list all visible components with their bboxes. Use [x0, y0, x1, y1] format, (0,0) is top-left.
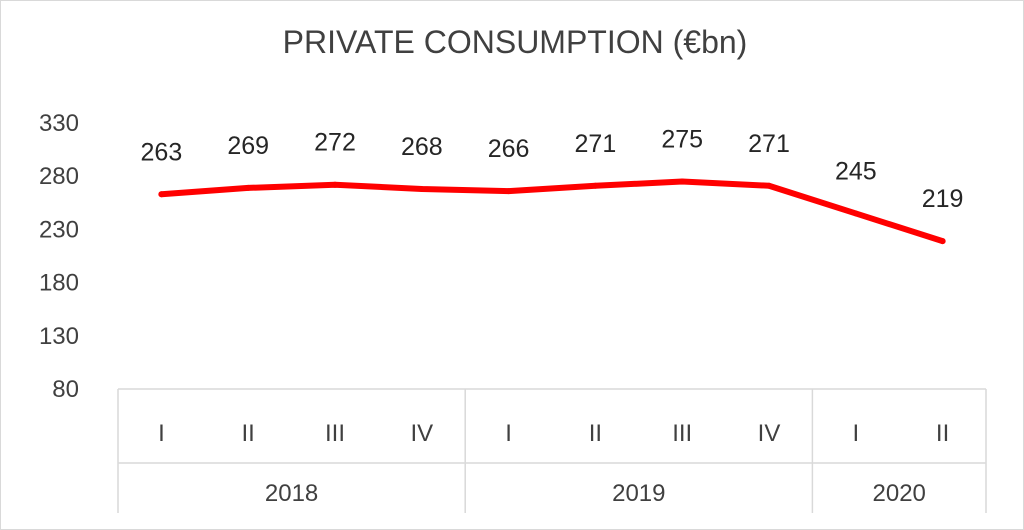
data-label: 263 [141, 138, 183, 166]
category-labels: I II III IV I II III IV I II [158, 420, 949, 447]
data-label: 271 [748, 130, 790, 158]
group-label: 2019 [612, 480, 665, 507]
y-tick-label: 80 [52, 376, 79, 403]
data-point [505, 188, 512, 195]
data-point [592, 182, 599, 189]
data-label: 268 [401, 133, 443, 161]
category-label: IV [758, 420, 781, 447]
category-label: II [242, 420, 255, 447]
data-point [939, 238, 946, 245]
category-label: II [936, 420, 949, 447]
category-axis [117, 388, 987, 513]
series-line [158, 178, 946, 245]
category-label: I [158, 420, 165, 447]
data-label: 219 [922, 185, 964, 213]
data-label: 275 [661, 126, 703, 154]
y-tick-label: 330 [39, 110, 79, 137]
category-label: III [672, 420, 692, 447]
data-label: 269 [227, 132, 269, 160]
y-tick-label: 180 [39, 270, 79, 297]
y-axis-ticks: 80 130 180 230 280 330 [39, 110, 79, 403]
category-label: I [505, 420, 512, 447]
data-point [158, 191, 165, 198]
data-point [245, 184, 252, 191]
data-label: 272 [314, 129, 356, 157]
group-labels: 2018 2019 2020 [265, 480, 926, 507]
data-point [852, 210, 859, 217]
group-label: 2020 [873, 480, 926, 507]
data-point [679, 178, 686, 185]
category-label: II [589, 420, 602, 447]
category-label: IV [410, 420, 433, 447]
data-point [332, 181, 338, 188]
data-point [766, 182, 772, 189]
data-point [418, 185, 425, 192]
data-label: 266 [488, 135, 530, 163]
data-labels: 263 269 272 268 266 271 275 271 245 219 [141, 126, 964, 214]
series-layer [158, 178, 946, 245]
category-label: I [852, 420, 859, 447]
data-label: 271 [575, 130, 617, 158]
y-tick-label: 230 [39, 216, 79, 243]
chart-title: PRIVATE CONSUMPTION (€bn) [283, 24, 748, 60]
data-label: 245 [835, 157, 877, 185]
y-tick-label: 280 [39, 163, 79, 190]
y-tick-label: 130 [39, 323, 79, 350]
group-label: 2018 [265, 480, 318, 507]
category-label: III [325, 420, 345, 447]
